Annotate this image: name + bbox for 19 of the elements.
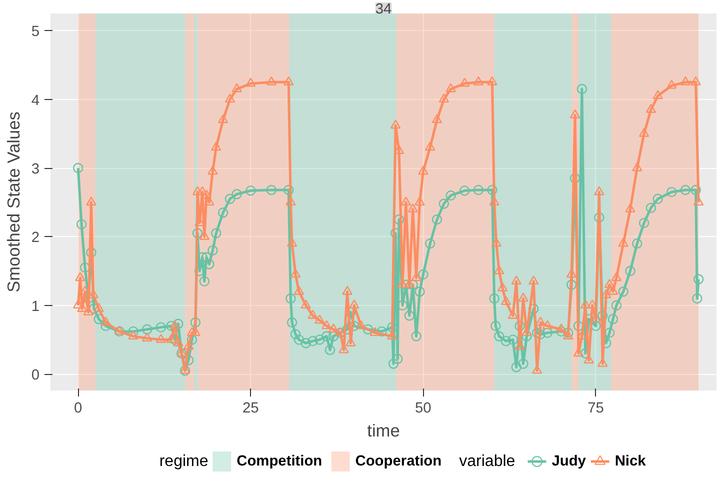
x-tick-label: 0 (74, 400, 82, 416)
legend-label: Competition (236, 454, 322, 470)
y-tick-label: 0 (31, 368, 40, 384)
legend-label: Nick (614, 454, 647, 470)
chart-title: 34 (375, 2, 392, 18)
x-tick-label: 75 (588, 400, 604, 416)
y-tick-label: 4 (31, 92, 40, 109)
x-tick-label: 25 (242, 400, 259, 416)
y-tick-label: 1 (31, 298, 40, 315)
x-tick-label: 50 (415, 400, 432, 416)
y-tick-label: 5 (31, 24, 40, 40)
text: variable (459, 453, 516, 470)
legend-title: regime (159, 453, 208, 470)
legend-label: Judy (552, 454, 587, 470)
x-axis-title: time (367, 420, 400, 440)
legend-label: Cooperation (355, 454, 442, 470)
y-axis-title: Smoothed State Values (3, 111, 24, 292)
y-tick-label: 3 (31, 162, 40, 178)
y-tick-label: 2 (31, 230, 40, 246)
